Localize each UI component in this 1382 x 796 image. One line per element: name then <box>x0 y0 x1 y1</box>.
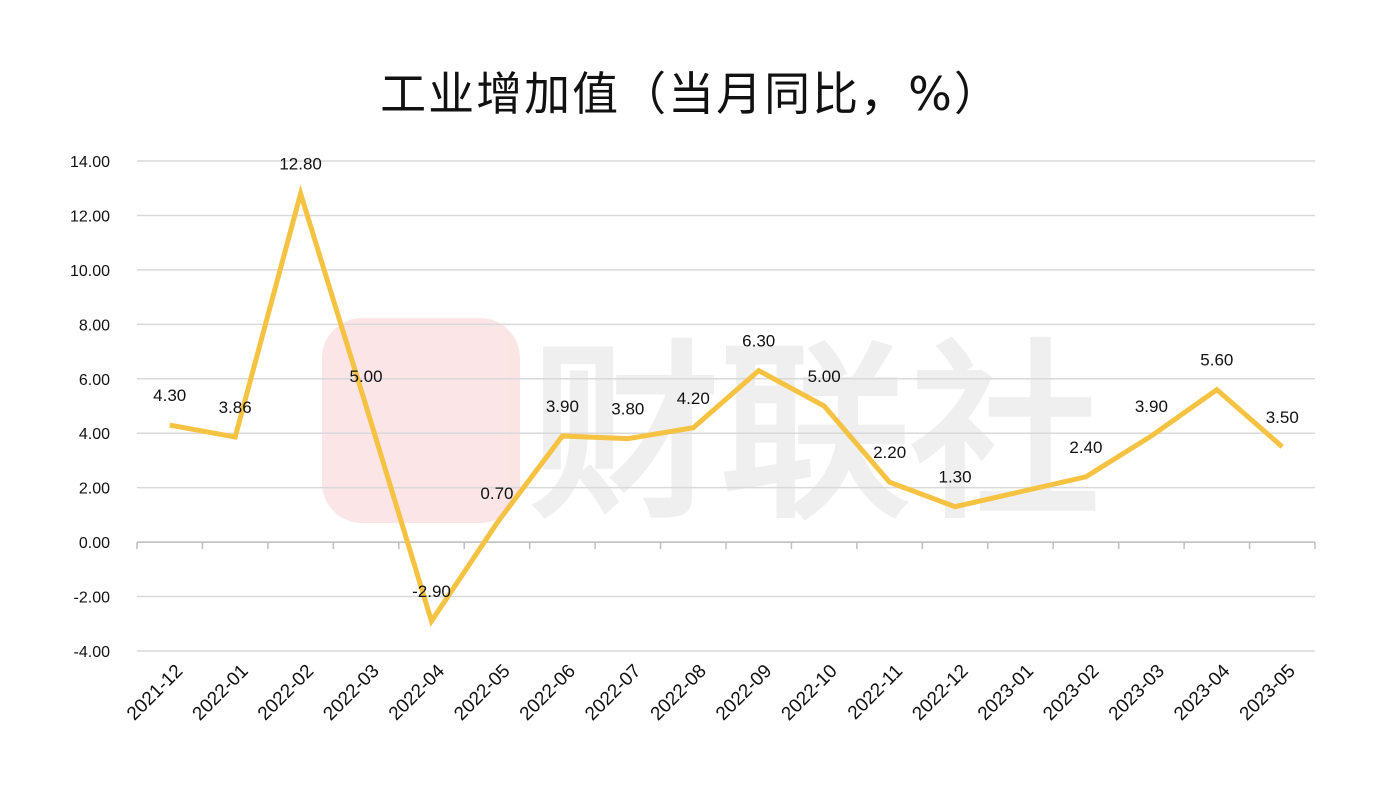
watermark-logo-badge <box>322 318 520 523</box>
data-label: 12.80 <box>279 155 322 174</box>
x-tick-label: 2022-07 <box>581 661 645 725</box>
chart-title: 工业增加值（当月同比，%） <box>380 67 1002 121</box>
x-tick-label: 2022-06 <box>516 661 580 725</box>
data-label: 6.30 <box>742 332 775 351</box>
x-tick-label: 2022-11 <box>844 661 907 724</box>
x-tick-label: 2022-12 <box>908 661 972 725</box>
data-label: 5.60 <box>1200 351 1233 370</box>
x-tick-label: 2023-01 <box>974 661 1038 725</box>
data-label: 5.00 <box>350 367 383 386</box>
x-tick-label: 2023-02 <box>1039 661 1103 725</box>
x-tick-label: 2023-04 <box>1170 660 1234 724</box>
x-tick-label: 2022-04 <box>385 660 449 724</box>
watermark-logo: 财联社 <box>322 318 1100 545</box>
data-label: 4.20 <box>677 389 710 408</box>
data-label: 3.86 <box>219 398 252 417</box>
data-label: 2.40 <box>1069 438 1102 457</box>
x-tick-label: 2022-01 <box>189 661 253 725</box>
series-line <box>169 184 1284 627</box>
y-tick-label: -2.00 <box>74 590 111 607</box>
y-tick-label: 0.00 <box>79 535 110 552</box>
data-label: 2.20 <box>873 443 906 462</box>
watermark-text: 财联社 <box>530 324 1100 545</box>
x-tick-label: 2023-03 <box>1105 661 1169 725</box>
data-label: 3.80 <box>611 400 644 419</box>
y-tick-label: 14.00 <box>70 154 110 171</box>
data-label: 3.90 <box>1135 397 1168 416</box>
x-tick-label: 2022-02 <box>254 661 318 725</box>
data-label: 5.00 <box>808 367 841 386</box>
x-tick-label: 2021-12 <box>123 661 187 725</box>
y-tick-label: 4.00 <box>79 426 110 443</box>
data-label: -2.90 <box>412 582 451 601</box>
data-label: 0.70 <box>480 484 513 503</box>
data-label: 3.50 <box>1266 408 1299 427</box>
data-label: 4.30 <box>153 386 186 405</box>
x-tick-label: 2023-05 <box>1236 661 1300 725</box>
x-tick-label: 2022-08 <box>647 661 711 725</box>
y-tick-label: 2.00 <box>79 481 110 498</box>
y-tick-label: 8.00 <box>79 317 110 334</box>
x-tick-label: 2022-10 <box>778 661 842 725</box>
y-tick-label: 12.00 <box>70 208 110 225</box>
data-label: 3.90 <box>546 397 579 416</box>
data-label: 1.30 <box>939 468 972 487</box>
y-tick-label: 10.00 <box>70 263 110 280</box>
x-tick-label: 2022-03 <box>319 661 383 725</box>
x-tick-label: 2022-05 <box>450 661 514 725</box>
y-tick-label: 6.00 <box>79 372 110 389</box>
y-tick-label: -4.00 <box>74 644 111 661</box>
x-tick-label: 2022-09 <box>712 661 776 725</box>
